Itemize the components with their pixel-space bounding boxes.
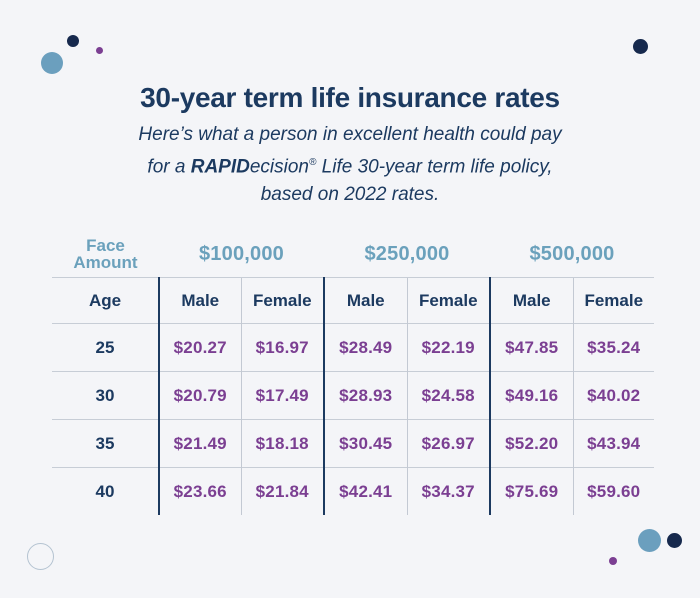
table-row-age-30: 30 $20.79 $17.49 $28.93 $24.58 $49.16 $4… (52, 371, 654, 420)
subtitle-line2-suffix: Life 30-year term life policy, (316, 156, 553, 178)
rate-cell: $43.94 (572, 419, 654, 468)
rate-cell: $21.49 (158, 419, 241, 468)
rate-cell: $49.16 (489, 371, 573, 420)
face-amount-header-row: Face Amount $100,000 $250,000 $500,000 (52, 231, 654, 278)
rate-cell: $16.97 (240, 323, 324, 372)
decor-navy-dot-top-left (67, 35, 79, 47)
rate-cell: $24.58 (406, 371, 490, 420)
rate-cell: $20.27 (158, 323, 241, 372)
column-header-age: Age (52, 277, 159, 324)
rates-table: Face Amount $100,000 $250,000 $500,000 A… (52, 231, 654, 515)
column-header-female-500k: Female (572, 277, 654, 324)
face-amount-100k: $100,000 (198, 242, 285, 265)
rate-cell: $30.45 (323, 419, 407, 468)
decor-blue-circle-bottom-right (638, 529, 661, 552)
rate-cell: $23.66 (158, 467, 241, 515)
column-header-male-500k: Male (489, 277, 573, 324)
table-row-age-25: 25 $20.27 $16.97 $28.49 $22.19 $47.85 $3… (52, 323, 654, 372)
subtitle-line-2: for a RAPIDecision® Life 30-year term li… (0, 149, 700, 181)
face-amount-500k: $500,000 (529, 242, 615, 265)
column-header-male-250k: Male (323, 277, 407, 324)
rate-cell: $18.18 (240, 419, 324, 468)
age-value: 35 (52, 419, 159, 468)
face-amount-label: Face Amount (52, 231, 159, 278)
subtitle: Here’s what a person in excellent health… (0, 121, 700, 209)
decor-purple-dot-top-left (96, 47, 103, 54)
face-amount-250k: $250,000 (364, 242, 450, 265)
face-amount-label-line1: Face (86, 236, 125, 255)
face-amount-label-line2: Amount (73, 253, 138, 272)
decor-purple-dot-bottom-right (609, 557, 617, 565)
rate-cell: $52.20 (489, 419, 573, 468)
decor-blue-circle-top-left (41, 52, 63, 74)
rate-cell: $42.41 (323, 467, 407, 515)
decor-navy-dot-top-right (633, 39, 648, 54)
rate-cell: $21.84 (240, 467, 324, 515)
decor-outline-ring-bottom-left (27, 543, 54, 570)
brand-rapid: RAPID (190, 156, 250, 178)
subtitle-line-1: Here’s what a person in excellent health… (138, 124, 562, 145)
rate-cell: $59.60 (572, 467, 654, 515)
page-title: 30-year term life insurance rates (140, 82, 560, 113)
rate-cell: $35.24 (572, 323, 654, 372)
brand-ecision: ecision (249, 156, 310, 178)
column-header-male-100k: Male (158, 277, 241, 324)
subtitle-line2-prefix: for a (147, 156, 191, 178)
column-header-female-250k: Female (406, 277, 490, 324)
age-value: 25 (52, 323, 159, 372)
rate-cell: $75.69 (489, 467, 573, 515)
table-row-age-35: 35 $21.49 $18.18 $30.45 $26.97 $52.20 $4… (52, 419, 654, 468)
rate-cell: $17.49 (240, 371, 324, 420)
column-header-female-100k: Female (240, 277, 324, 324)
rate-cell: $34.37 (406, 467, 490, 515)
subtitle-line-3: based on 2022 rates. (260, 184, 440, 206)
decor-navy-dot-bottom-right (667, 533, 682, 548)
age-value: 30 (52, 371, 159, 420)
rate-cell: $22.19 (406, 323, 490, 372)
rate-cell: $28.49 (323, 323, 407, 372)
registered-trademark-mark: ® (309, 157, 317, 168)
rate-cell: $47.85 (489, 323, 573, 372)
column-header-row: Age Male Female Male Female Male Female (52, 277, 654, 324)
table-row-age-40: 40 $23.66 $21.84 $42.41 $34.37 $75.69 $5… (52, 467, 654, 515)
rate-cell: $20.79 (158, 371, 241, 420)
rate-cell: $28.93 (323, 371, 407, 420)
age-value: 40 (52, 467, 159, 515)
rate-cell: $40.02 (572, 371, 654, 420)
rate-cell: $26.97 (406, 419, 490, 468)
